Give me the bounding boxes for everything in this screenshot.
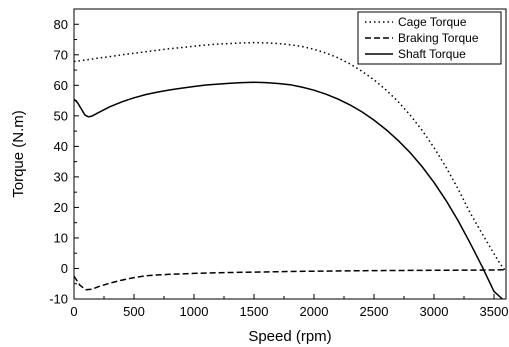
x-axis-title: Speed (rpm)	[248, 328, 331, 345]
x-tick-label: 0	[70, 304, 77, 319]
legend-label-cage-torque: Cage Torque	[398, 15, 467, 29]
series-lines	[73, 41, 507, 300]
plot-frame	[73, 8, 507, 300]
y-tick-label: 40	[54, 139, 68, 154]
y-tick-label: 30	[54, 169, 68, 184]
series-line-shaft-torque	[73, 81, 503, 300]
y-tick-label: 70	[54, 47, 68, 62]
x-tick-label: 1000	[180, 304, 209, 319]
y-tick-label: 80	[54, 17, 68, 32]
x-tick-label: 3000	[420, 304, 449, 319]
x-tick-label: 2000	[300, 304, 329, 319]
y-tick-label: 50	[54, 108, 68, 123]
legend-box	[357, 11, 502, 65]
y-axis-title: Torque (N.m)	[10, 110, 27, 198]
x-tick-label: 3500	[480, 304, 509, 319]
axis-tick-labels: 0 500 1000 1500 2000 2500 3000 3500-10010203040…	[49, 17, 508, 319]
legend: Cage Torque Braking Torque Shaft Torque	[357, 11, 502, 65]
x-tick-label: 2500	[360, 304, 389, 319]
series-line-braking-torque	[73, 268, 507, 291]
y-tick-label: -10	[49, 292, 68, 307]
x-tick-label: 500	[123, 304, 145, 319]
legend-label-braking-torque: Braking Torque	[398, 31, 479, 45]
legend-label-shaft-torque: Shaft Torque	[398, 47, 466, 61]
y-tick-label: 60	[54, 78, 68, 93]
x-tick-label: 1500	[240, 304, 269, 319]
y-tick-label: 20	[54, 200, 68, 215]
series-line-cage-torque	[73, 41, 507, 272]
axis-ticks	[73, 8, 495, 300]
y-tick-label: 10	[54, 230, 68, 245]
y-tick-label: 0	[61, 261, 68, 276]
